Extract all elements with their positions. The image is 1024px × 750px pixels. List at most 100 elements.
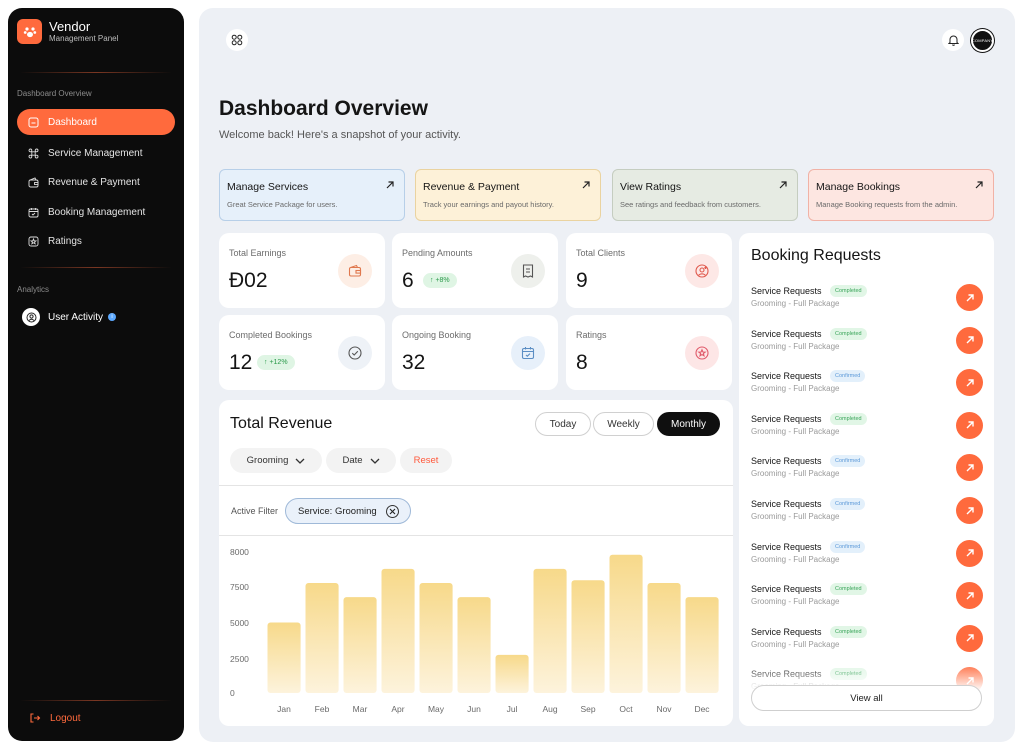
- bar-sep[interactable]: [571, 580, 605, 693]
- manage-bookings-card[interactable]: Manage Bookings Manage Booking requests …: [808, 169, 994, 221]
- divider: [219, 485, 733, 486]
- sidebar-item-booking-management[interactable]: Booking Management: [17, 199, 175, 225]
- bar-jan[interactable]: [267, 622, 301, 694]
- view-all-button[interactable]: View all: [751, 685, 982, 711]
- divider: [219, 535, 733, 536]
- x-tick-label: Jan: [277, 704, 291, 714]
- status-badge: Completed: [830, 583, 867, 596]
- x-tick-label: Dec: [694, 704, 710, 714]
- bar-may[interactable]: [419, 583, 453, 693]
- bar-apr[interactable]: [381, 568, 415, 693]
- bar-jul[interactable]: [495, 654, 529, 693]
- sidebar-item-user-activity[interactable]: User Activity i: [22, 308, 117, 326]
- command-icon: [28, 148, 39, 159]
- company-avatar[interactable]: COMPANY: [971, 29, 994, 52]
- open-request-button[interactable]: [956, 624, 983, 652]
- section-label-analytics: Analytics: [17, 285, 50, 294]
- open-request-button[interactable]: [956, 326, 983, 354]
- page-subtitle: Welcome back! Here's a snapshot of your …: [219, 129, 461, 141]
- star-badge-icon: [28, 236, 39, 247]
- open-request-button[interactable]: [956, 454, 983, 482]
- stat-value: Đ02: [229, 269, 268, 292]
- logout-icon: [30, 713, 41, 723]
- period-weekly-button[interactable]: Weekly: [593, 412, 654, 436]
- active-filter-label: Active Filter: [231, 506, 279, 516]
- stat-value: 6: [402, 269, 414, 292]
- check-circle-icon: [338, 336, 372, 370]
- logout-label: Logout: [50, 712, 81, 724]
- stat-value: 12: [229, 351, 253, 374]
- filter-label: Grooming: [246, 455, 289, 466]
- calendar-icon: [28, 207, 39, 218]
- notifications-button[interactable]: [942, 29, 964, 51]
- date-filter-dropdown[interactable]: Date: [326, 448, 396, 473]
- request-name: Service Requests: [751, 499, 822, 509]
- total-revenue-card: Total Revenue Today Weekly Monthly Groom…: [219, 400, 733, 726]
- open-request-button[interactable]: [956, 497, 983, 524]
- arrow-up-right-icon: [966, 634, 974, 642]
- x-tick-label: Apr: [391, 704, 404, 714]
- sidebar-item-revenue-payment[interactable]: Revenue & Payment: [17, 169, 175, 195]
- divider: [20, 700, 172, 701]
- bar-dec[interactable]: [685, 597, 719, 693]
- x-tick-label: May: [428, 704, 445, 714]
- status-badge: Confirmed: [830, 370, 866, 383]
- request-detail: Grooming - Full Package: [751, 341, 840, 351]
- open-request-button[interactable]: [956, 411, 983, 439]
- revenue-payment-card[interactable]: Revenue & Payment Track your earnings an…: [415, 169, 601, 221]
- reset-button[interactable]: Reset: [400, 448, 452, 473]
- status-badge: Completed: [830, 327, 867, 340]
- arrow-up-right-icon: [966, 549, 974, 557]
- stat-value: 8: [576, 351, 588, 374]
- bar-jun[interactable]: [457, 597, 491, 693]
- avatar-text: COMPANY: [971, 38, 994, 43]
- bar-oct[interactable]: [609, 554, 643, 693]
- request-name: Service Requests: [751, 328, 822, 339]
- booking-requests-panel: Booking Requests Service Requests Complet…: [739, 233, 994, 726]
- apps-grid-button[interactable]: [226, 29, 248, 51]
- stat-label: Total Earnings: [229, 248, 287, 258]
- request-detail: Grooming - Full Package: [751, 469, 840, 479]
- y-tick-label: 8000: [230, 547, 249, 557]
- logout-button[interactable]: Logout: [29, 712, 81, 724]
- booking-requests-title: Booking Requests: [751, 247, 881, 264]
- stat-label: Ongoing Booking: [402, 330, 472, 340]
- open-request-button[interactable]: [956, 284, 983, 311]
- stat-value: 32: [402, 351, 426, 374]
- active-filter-chip[interactable]: Service: Grooming: [285, 498, 411, 524]
- period-monthly-button[interactable]: Monthly: [657, 412, 720, 436]
- open-request-button[interactable]: [956, 582, 983, 610]
- card-title: Manage Services: [227, 181, 309, 193]
- view-ratings-card[interactable]: View Ratings See ratings and feedback fr…: [612, 169, 798, 221]
- request-detail: Grooming - Full Package: [751, 384, 840, 394]
- card-description: See ratings and feedback from customers.: [620, 200, 761, 209]
- sidebar-item-dashboard[interactable]: Dashboard: [17, 109, 175, 135]
- bar-feb[interactable]: [305, 583, 339, 693]
- arrow-up-right-icon: [966, 378, 974, 387]
- x-tick-label: Aug: [542, 704, 557, 714]
- x-tick-label: Jun: [467, 704, 481, 714]
- star-badge-icon: [685, 336, 719, 370]
- period-today-button[interactable]: Today: [535, 412, 591, 436]
- stat-value: 9: [576, 269, 588, 292]
- bar-nov[interactable]: [647, 583, 681, 693]
- sidebar: Vendor Management Panel Dashboard Overvi…: [8, 8, 184, 741]
- card-title: Manage Bookings: [816, 181, 901, 193]
- revenue-title: Total Revenue: [230, 415, 333, 432]
- open-request-button[interactable]: [956, 369, 983, 397]
- bar-mar[interactable]: [343, 597, 377, 693]
- arrow-up-right-icon: [975, 181, 983, 189]
- request-name: Service Requests: [751, 286, 822, 296]
- main-panel: COMPANY Dashboard Overview Welcome back!…: [199, 8, 1015, 742]
- open-request-button[interactable]: [956, 539, 983, 567]
- service-filter-dropdown[interactable]: Grooming: [230, 448, 322, 473]
- sidebar-item-ratings[interactable]: Ratings: [17, 228, 175, 254]
- close-icon[interactable]: [386, 505, 399, 518]
- info-icon: i: [108, 313, 117, 321]
- bar-aug[interactable]: [533, 568, 567, 693]
- sidebar-item-service-management[interactable]: Service Management: [17, 140, 175, 166]
- manage-services-card[interactable]: Manage Services Great Service Package fo…: [219, 169, 405, 221]
